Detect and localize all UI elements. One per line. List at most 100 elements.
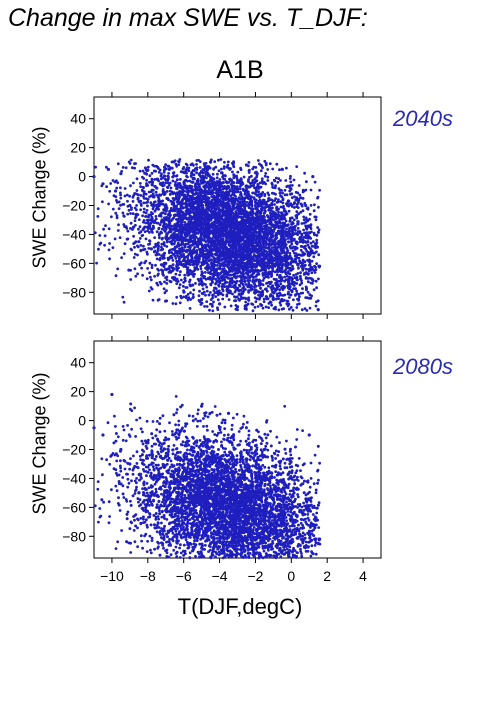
scatter-point [121,203,125,206]
scatter-point [148,174,152,178]
scatter-point [221,289,225,293]
scatter-point [251,309,255,313]
scatter-point [146,168,150,172]
scatter-point [115,186,119,190]
scatter-point [257,238,261,242]
scatter-point [151,163,155,167]
scatter-point [164,299,168,303]
scatter-point [141,185,145,189]
scatter-point [136,253,139,257]
scatter-point [175,249,179,253]
scatter-point [286,223,290,227]
scatter-point [177,160,181,164]
scatter-point [244,254,248,258]
scatter-point [267,258,271,262]
scatter-point [233,186,237,190]
scatter-point [184,265,188,269]
scatter-point [251,267,254,271]
scatter-point [205,176,208,180]
scatter-point [153,274,157,278]
scatter-point [235,181,239,185]
scatter-point [211,172,215,176]
scatter-point [115,179,118,183]
scatter-point [251,207,255,211]
scatter-point [254,300,258,303]
scatter-point [236,199,240,203]
scatter-point [126,237,130,241]
scatter-point [149,275,152,279]
scatter-point [184,286,188,289]
scatter-point [165,289,168,293]
scatter-point [222,267,226,270]
scatter-point [270,246,274,250]
scatter-point [283,285,286,289]
scatter-point [311,240,315,244]
scatter-point [275,162,279,166]
scatter-point [201,249,205,253]
scatter-point [273,238,277,241]
scatter-point [175,295,179,299]
scatter-point [250,174,253,178]
scatter-point [295,282,299,285]
scatter-point [315,238,319,242]
scatter-point [199,265,203,268]
scatter-point [129,158,133,162]
scatter-point [96,207,100,211]
scatter-point [212,168,216,171]
scatter-point [290,196,294,200]
scatter-point [145,209,149,212]
scatter-point [225,281,229,284]
scatter-point [297,256,301,260]
scatter-point [221,187,225,191]
scatter-point [294,287,297,290]
scatter-point [258,195,261,199]
scatter-point [192,269,196,273]
scatter-point [113,237,117,241]
scatter-point [111,179,115,182]
scatter-point [280,278,284,282]
scatter-point [213,213,216,217]
scatter-point [302,215,306,219]
scatter-point [136,244,139,248]
scatter-point [139,208,143,212]
scatter-point [264,203,268,207]
scatter-point [249,238,253,241]
scatter-point [111,246,115,250]
scatter-point [235,235,239,239]
scatter-point [261,289,264,293]
scatter-point [267,302,271,305]
scatter-point [274,176,278,180]
scatter-point [280,286,283,289]
scatter-point [286,237,290,240]
scatter-point [299,245,303,248]
scatter-point [224,174,227,178]
scatter-point [313,233,316,237]
scatter-point [268,162,272,166]
scatter-point [141,214,145,218]
scatter-point [232,189,235,193]
scatter-point [176,199,180,203]
scatter-point [181,167,185,171]
scatter-point [289,174,292,178]
scatter-point [189,218,193,222]
scatter-point [297,266,300,270]
scatter-point [259,169,263,173]
scatter-point [308,306,312,310]
scatter-point [314,304,318,308]
scatter-point [171,266,175,270]
scatter-point [315,262,318,265]
scatter-point [300,308,304,312]
scatter-point [162,183,166,187]
scatter-point [160,245,163,249]
scatter-point [263,210,267,214]
scatter-point [309,188,313,192]
scatter-point [158,280,162,284]
scatter-point [217,284,221,288]
scatter-point [247,169,251,173]
scatter-point [278,189,282,192]
scatter-point [287,199,291,203]
scatter-point [291,308,295,312]
scatter-point [299,196,302,200]
scatter-point [185,171,188,175]
scatter-point [143,230,147,234]
